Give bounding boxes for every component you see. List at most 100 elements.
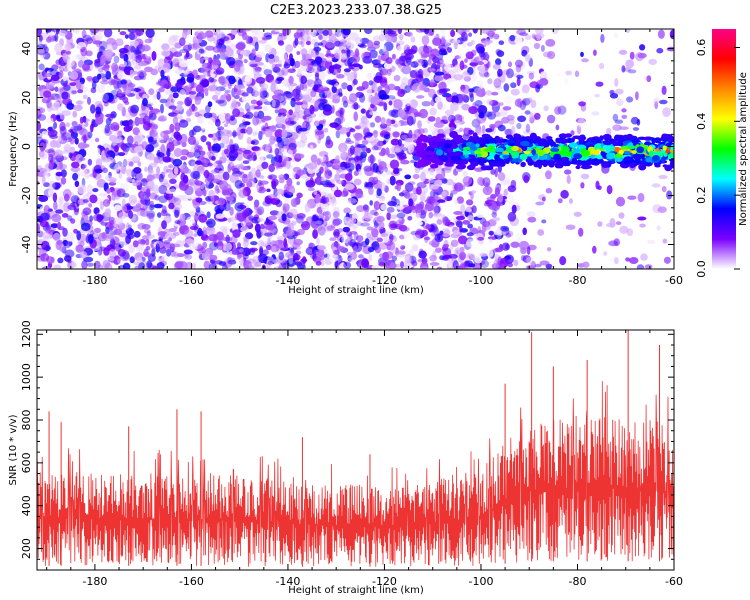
spectrogram-cell <box>407 143 415 154</box>
spectrogram-cell <box>349 231 357 235</box>
spectrogram-cell <box>226 256 233 265</box>
spectrogram-cell <box>199 57 204 64</box>
spectrogram-cell <box>336 74 345 79</box>
spectrogram-cell <box>416 221 423 226</box>
spectrogram-cell <box>234 180 243 189</box>
spectrogram-cell <box>418 201 425 209</box>
spectrogram-cell <box>438 88 448 94</box>
spectrogram-cell <box>134 51 142 58</box>
spectrogram-cell <box>160 49 171 57</box>
x-tick-label: -60 <box>665 274 683 287</box>
spectrogram-cell <box>298 36 304 41</box>
spectrogram-cell <box>158 184 168 195</box>
spectrogram-cell <box>350 71 355 82</box>
spectrogram-cell <box>239 163 244 170</box>
spectrogram-cell <box>427 179 436 183</box>
spectrogram-cell <box>526 211 536 217</box>
spectrogram-cell <box>201 65 206 74</box>
spectrogram-cell <box>336 180 345 185</box>
spectrogram-cell <box>159 98 168 104</box>
spectrogram-cell <box>160 69 165 78</box>
spectrogram-cell <box>378 161 387 170</box>
spectrogram-cell <box>361 140 369 145</box>
spectrogram-cell <box>530 260 536 269</box>
spectrogram-cell <box>179 89 187 99</box>
spectrogram-cell <box>476 80 483 87</box>
spectrogram-cell <box>67 215 73 222</box>
signal-band-cell <box>421 159 431 166</box>
spectrogram-cell <box>186 109 192 117</box>
spectrogram-cell <box>468 106 478 115</box>
spectrogram-cell <box>103 247 110 256</box>
spectrogram-cell <box>531 33 536 39</box>
spectrogram-cell <box>324 88 332 98</box>
spectrogram-cell <box>62 202 71 213</box>
spectrogram-cell <box>266 237 273 243</box>
spectrogram-cell <box>305 246 315 256</box>
spectrogram-cell <box>542 51 552 58</box>
spectrogram-cell <box>80 118 90 123</box>
spectrogram-cell <box>494 229 502 235</box>
spectrogram-cell <box>646 75 652 83</box>
spectrogram-cell <box>313 120 320 127</box>
spectrogram-cell <box>274 240 279 245</box>
spectrogram-cell <box>81 29 87 39</box>
spectrogram-cell <box>666 46 674 52</box>
spectrogram-cell <box>49 103 59 111</box>
spectrogram-cell <box>259 175 265 179</box>
spectrogram-cell <box>263 68 273 76</box>
spectrogram-cell <box>546 247 552 252</box>
spectrogram-cell <box>215 42 223 49</box>
spectrogram-cell <box>394 243 403 249</box>
spectrogram-cell <box>360 37 370 45</box>
spectrogram-cell <box>346 99 355 104</box>
spectrogram-cell <box>391 255 398 262</box>
spectrogram-cell <box>305 40 311 46</box>
spectrogram-cell <box>397 109 406 118</box>
spectrogram-cell <box>113 204 122 212</box>
spectrogram-cell <box>405 62 415 68</box>
spectrogram-cell <box>112 240 116 246</box>
spectrogram-cell <box>314 78 322 88</box>
signal-band-cell <box>550 147 560 152</box>
spectrogram-cell <box>369 111 378 116</box>
spectrogram-cell <box>154 222 163 229</box>
spectrogram-cell <box>121 120 131 127</box>
spectrogram-cell <box>142 98 148 107</box>
spectrogram-cell <box>380 82 389 89</box>
spectrogram-cell <box>615 221 622 226</box>
spectrogram-cell <box>181 141 187 148</box>
spectrogram-cell <box>340 190 349 197</box>
signal-band-cell <box>576 161 584 166</box>
spectrogram-cell <box>186 195 197 200</box>
spectrogram-cell <box>208 57 213 64</box>
spectrogram-cell <box>199 150 206 156</box>
spectrogram-cell <box>255 77 266 84</box>
spectrogram-cell <box>598 62 605 70</box>
spectrogram-cell <box>273 89 284 96</box>
spectrogram-cell <box>338 32 344 42</box>
spectrogram-cell <box>168 164 174 169</box>
spectrogram-cell <box>361 258 369 269</box>
spectrogram-cell <box>118 211 127 220</box>
spectrogram-cell <box>113 55 120 64</box>
spectrogram-cell <box>292 153 302 158</box>
spectrogram-cell <box>48 180 56 191</box>
spectrogram-cell <box>205 105 211 113</box>
spectrogram-cell <box>349 145 355 156</box>
spectrogram-cell <box>90 104 96 114</box>
spectrogram-cell <box>462 220 471 225</box>
spectrogram-cell <box>292 172 297 180</box>
spectrogram-cell <box>347 74 351 82</box>
spectrogram-cell <box>230 29 238 35</box>
spectrogram-cell <box>286 212 294 219</box>
spectrogram-cell <box>100 80 110 85</box>
spectrogram-cell <box>193 237 199 246</box>
signal-band-cell <box>531 148 536 156</box>
spectrogram-cell <box>160 103 164 114</box>
spectrogram-cell <box>174 203 182 211</box>
spectrogram-cell <box>224 47 234 57</box>
spectrogram-cell <box>326 181 333 186</box>
spectrogram-cell <box>41 130 49 136</box>
spectrogram-cell <box>110 79 116 86</box>
